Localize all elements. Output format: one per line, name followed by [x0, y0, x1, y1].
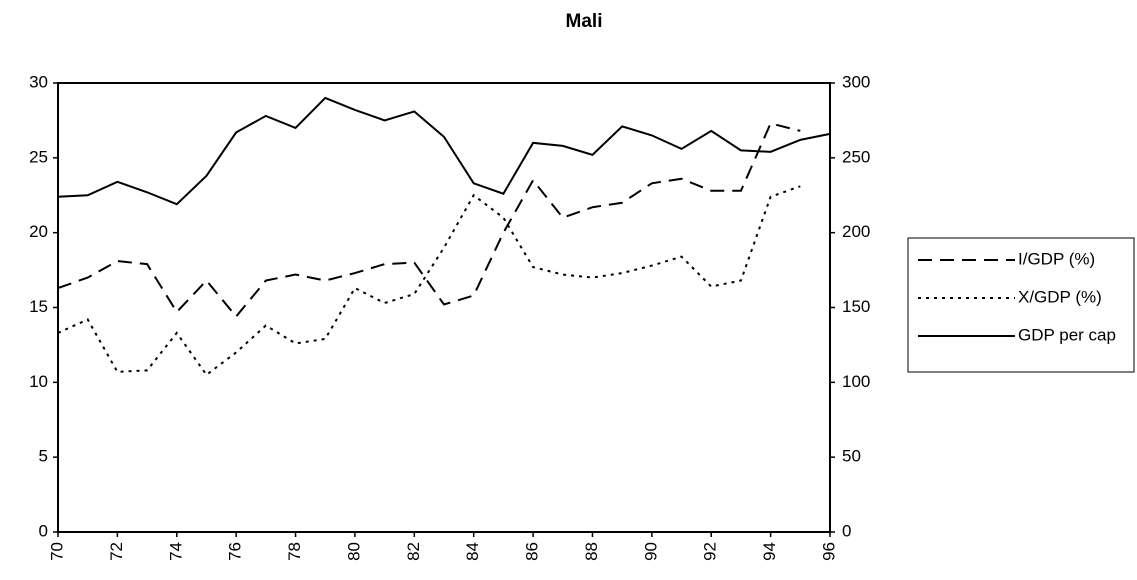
y2-tick-label: 300	[842, 72, 870, 91]
legend-label: GDP per cap	[1018, 325, 1116, 344]
y2-tick-label: 50	[842, 447, 861, 466]
x-tick-label: 90	[641, 542, 660, 561]
series-line	[57, 122, 801, 319]
y2-tick-label: 0	[842, 521, 851, 540]
series-line	[57, 96, 831, 206]
y-tick-label: 15	[29, 297, 48, 316]
y-tick-label: 0	[39, 521, 48, 540]
y2-tick-label: 250	[842, 147, 870, 166]
y2-tick-label: 100	[842, 372, 870, 391]
legend-label: X/GDP (%)	[1018, 287, 1102, 306]
y-tick-label: 20	[29, 222, 48, 241]
x-tick-label: 86	[523, 542, 542, 561]
x-tick-label: 74	[166, 542, 185, 561]
legend-box	[907, 237, 1135, 373]
chart-title: Mali	[566, 11, 603, 32]
series-line	[57, 185, 801, 377]
y2-tick-label: 150	[842, 297, 870, 316]
x-tick-label: 80	[344, 542, 363, 561]
plot-area	[57, 82, 831, 533]
x-tick-label: 76	[226, 542, 245, 561]
y-tick-label: 30	[29, 72, 48, 91]
x-tick-label: 88	[582, 542, 601, 561]
y-tick-label: 5	[39, 447, 48, 466]
x-tick-label: 78	[285, 542, 304, 561]
y-tick-label: 10	[29, 372, 48, 391]
legend-label: I/GDP (%)	[1018, 249, 1095, 268]
x-tick-label: 84	[463, 542, 482, 561]
x-tick-label: 70	[47, 542, 66, 561]
x-tick-label: 94	[760, 542, 779, 561]
x-tick-label: 72	[107, 542, 126, 561]
y2-tick-label: 200	[842, 222, 870, 241]
x-tick-label: 82	[404, 542, 423, 561]
x-tick-label: 92	[701, 542, 720, 561]
y-tick-label: 25	[29, 147, 48, 166]
x-tick-label: 96	[819, 542, 838, 561]
